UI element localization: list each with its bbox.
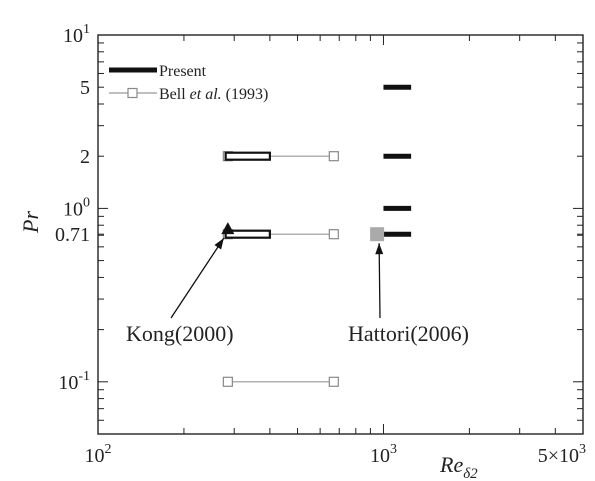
y-tick-label-exp: 1 <box>83 22 90 37</box>
y-tick-label: 5 <box>80 77 90 99</box>
x-tick-label-base: 5×10 <box>538 445 579 467</box>
kong-arrow-line <box>170 237 225 319</box>
annotations: Kong(2000) Hattori(2006) <box>126 222 469 346</box>
legend: Present Bell et al. (1993) <box>109 63 268 103</box>
kong-arrow-head <box>214 238 224 250</box>
y-tick-label: 101 <box>63 22 90 47</box>
y-tick-label-base: 10 <box>63 25 83 47</box>
y-tick-label-exp: -1 <box>78 369 90 384</box>
legend-bell-italic: et al. <box>190 86 222 103</box>
kong-label: Kong(2000) <box>126 321 234 346</box>
legend-bell-label: Bell et al. (1993) <box>159 86 268 103</box>
y-axis-label: Pr <box>18 211 43 234</box>
present-segment <box>224 151 271 161</box>
bell-marker <box>222 376 233 387</box>
x-tick-label: 103 <box>370 442 397 467</box>
y-tick-label: 2 <box>80 146 90 168</box>
legend-bell-marker <box>127 87 138 99</box>
bell-marker <box>328 376 339 387</box>
legend-present-label: Present <box>159 63 207 80</box>
hattori-marker <box>370 227 385 242</box>
hattori-arrow-head <box>375 243 384 255</box>
hattori-arrow-line <box>378 243 381 319</box>
present-segment <box>224 229 271 239</box>
x-tick-label: 102 <box>85 442 112 467</box>
bell-marker <box>328 229 339 240</box>
y-tick-label: 100 <box>63 195 90 220</box>
y-tick-label-base: 10 <box>58 372 78 394</box>
legend-bell-pre: Bell <box>159 86 190 103</box>
legend-bell-post: (1993) <box>222 86 269 103</box>
y-tick-label: 0.71 <box>55 224 90 246</box>
x-tick-label-exp: 3 <box>579 442 586 457</box>
y-tick-label-base: 10 <box>63 198 83 220</box>
bell-marker <box>328 151 339 162</box>
x-tick-label-base: 10 <box>370 445 390 467</box>
x-axis-label-sub: δ2 <box>463 466 478 481</box>
hattori-label: Hattori(2006) <box>348 321 469 346</box>
x-tick-label-base: 10 <box>85 445 105 467</box>
data-series <box>222 84 412 387</box>
kong-marker <box>221 222 235 235</box>
x-axis-label-main: Re <box>439 452 463 477</box>
y-tick-label-exp: 0 <box>83 195 90 210</box>
x-tick-label-exp: 3 <box>390 442 397 457</box>
x-tick-label-exp: 2 <box>105 442 112 457</box>
x-tick-label: 5×103 <box>538 442 586 467</box>
y-tick-label: 10-1 <box>58 369 90 394</box>
x-axis-label: Reδ2 <box>439 452 478 481</box>
